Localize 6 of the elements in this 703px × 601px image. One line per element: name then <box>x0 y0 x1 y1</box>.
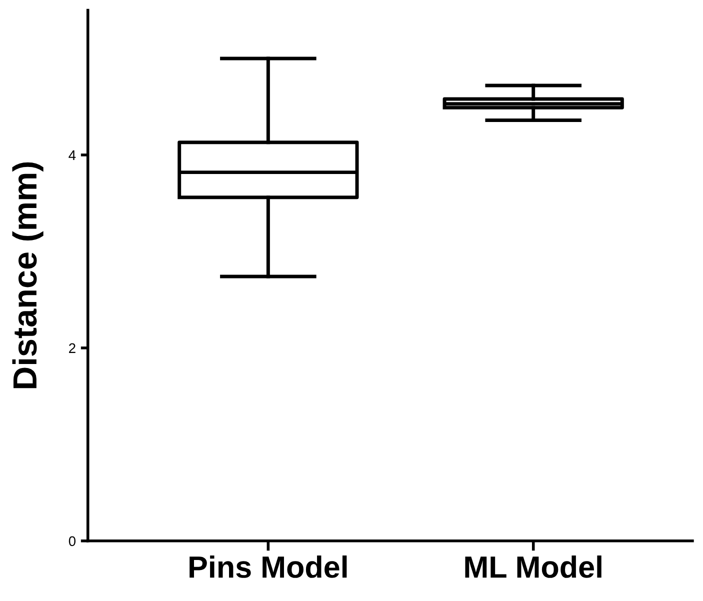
y-tick-label: 2 <box>69 343 76 353</box>
x-tick-label: Pins Model <box>190 555 347 578</box>
y-axis-title: Distance (mm) <box>12 162 44 388</box>
y-tick-label: 4 <box>68 150 76 160</box>
x-tick-label: ML Model <box>465 555 602 578</box>
y-tick-label: 0 <box>68 536 76 546</box>
